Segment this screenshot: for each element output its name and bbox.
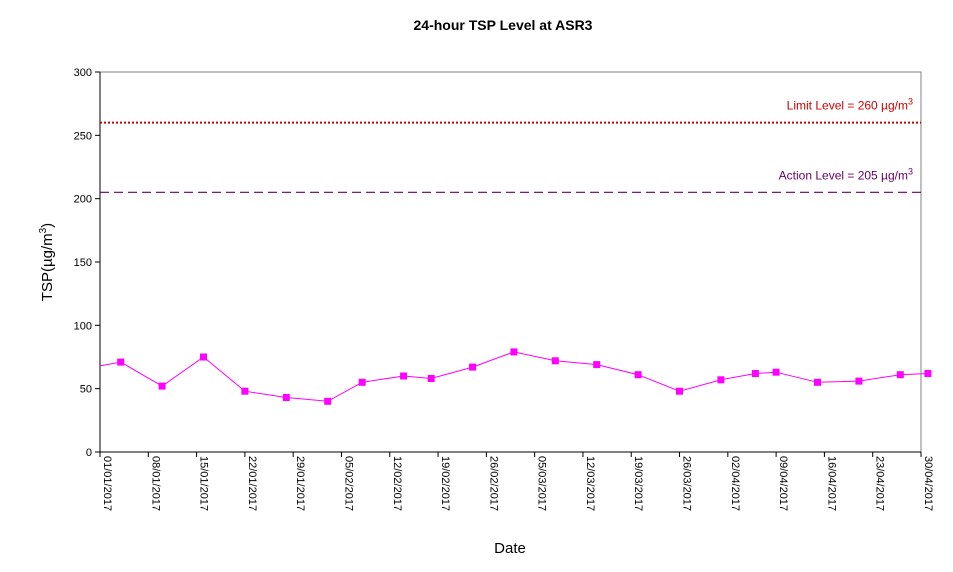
x-tick-label: 29/01/2017 (294, 456, 306, 511)
x-tick-label: 05/02/2017 (342, 456, 354, 511)
data-point-marker (772, 368, 780, 376)
data-point-marker (855, 377, 863, 385)
data-point-marker (676, 387, 683, 395)
y-tick-label: 0 (86, 447, 92, 459)
reference-line-label-text: Limit Level = 260 µg/m (787, 99, 908, 113)
data-point-marker (427, 375, 435, 382)
data-point-marker (924, 370, 932, 377)
y-tick-label: 200 (74, 194, 92, 206)
data-point-marker (751, 370, 759, 377)
x-tick-label: 19/02/2017 (439, 456, 451, 511)
data-point-marker (469, 363, 477, 371)
y-axis-title: TSP(µg/m3) (38, 223, 56, 301)
x-tick-label: 30/04/2017 (922, 456, 934, 511)
series-line (99, 351, 928, 402)
reference-line-label: Action Level = 205 µg/m3 (779, 166, 913, 182)
x-tick-label: 12/03/2017 (584, 456, 596, 511)
y-tick-label: 150 (74, 257, 92, 269)
data-point-marker (896, 371, 904, 379)
data-point-marker (510, 348, 518, 356)
data-point-marker (117, 358, 125, 366)
reference-line-label-text: Action Level = 205 µg/m (779, 168, 908, 182)
x-axis-title: Date (494, 540, 526, 557)
x-tick-label: 09/04/2017 (777, 456, 789, 511)
data-point-marker (241, 387, 249, 395)
chart-title: 24-hour TSP Level at ASR3 (414, 17, 593, 33)
x-tick-label: 16/04/2017 (825, 456, 837, 511)
reference-line-label-sup: 3 (908, 97, 913, 107)
y-axis-title-unit: µg/m (39, 233, 56, 267)
x-tick-label: 08/01/2017 (149, 456, 161, 511)
data-point-marker (324, 397, 332, 405)
reference-line-label: Limit Level = 260 µg/m3 (787, 97, 913, 113)
data-point-marker (358, 378, 366, 386)
reference-line-label-sup: 3 (908, 166, 913, 176)
data-point-marker (551, 357, 559, 365)
data-point-marker (634, 371, 642, 379)
x-tick-label: 26/03/2017 (681, 456, 693, 511)
plot-area: 0 50 100 150 200 250 300 01/01/2017 08/01/2017 15… (74, 67, 934, 511)
x-tick-label: 26/02/2017 (487, 456, 499, 511)
x-tick-label: 02/04/2017 (729, 456, 741, 511)
data-point-marker (717, 376, 725, 384)
y-axis-title-base: TSP( (39, 267, 56, 301)
y-axis-title-close: ) (39, 223, 56, 228)
x-tick-label: 22/01/2017 (246, 456, 258, 511)
data-point-marker (593, 361, 601, 369)
y-tick-label: 100 (74, 320, 92, 332)
x-tick-label: 19/03/2017 (632, 456, 644, 511)
x-tick-label: 23/04/2017 (874, 456, 886, 511)
data-point-marker (282, 394, 290, 401)
plot-frame (99, 71, 922, 453)
y-tick-label: 50 (80, 384, 92, 396)
x-tick-label: 12/02/2017 (391, 456, 403, 511)
data-point-marker (200, 353, 207, 361)
x-tick-label: 05/03/2017 (536, 456, 548, 511)
x-tick-label: 15/01/2017 (198, 456, 210, 511)
y-tick-label: 250 (74, 130, 92, 142)
data-point-marker (158, 382, 166, 390)
y-tick-label: 300 (74, 67, 92, 79)
data-point-marker (400, 372, 408, 380)
y-axis-title-sup: 3 (38, 227, 49, 233)
x-tick-label: 01/01/2017 (101, 456, 113, 511)
data-point-marker (814, 378, 821, 386)
